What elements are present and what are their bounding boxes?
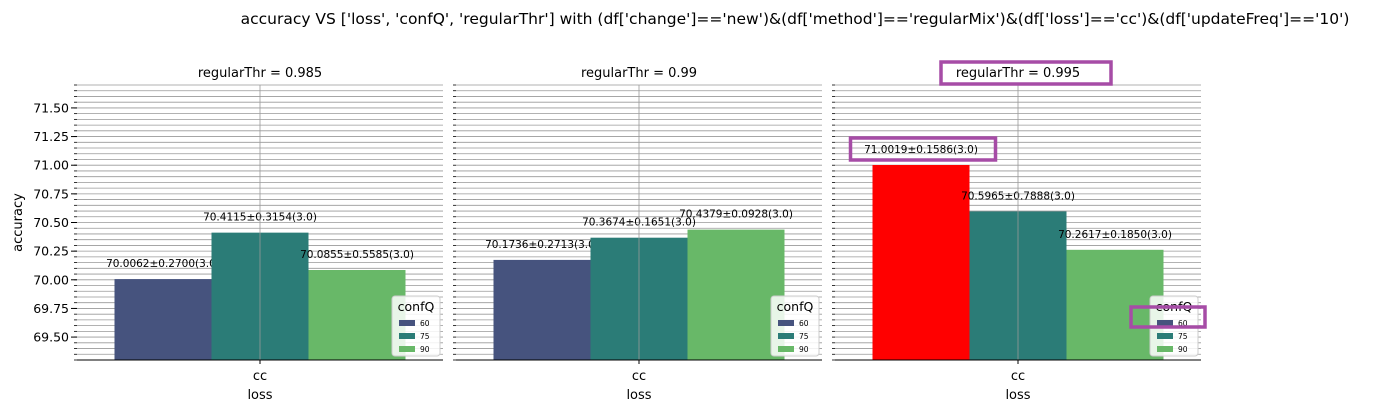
legend-box — [770, 295, 820, 357]
x-axis-label: loss — [247, 388, 272, 403]
legend-entry-label: 75 — [799, 332, 809, 341]
x-axis-label: loss — [626, 388, 651, 403]
legend-entry-label: 90 — [1178, 345, 1188, 354]
legend-swatch — [778, 320, 794, 326]
highlight-box-label — [848, 136, 998, 162]
legend-entry-label: 75 — [420, 332, 430, 341]
legend-entry-label: 60 — [420, 319, 430, 328]
bar-value-label: 70.0062±0.2700(3.0) — [106, 258, 220, 270]
y-tick-label: 71.25 — [33, 129, 69, 144]
panel-title: regularThr = 0.995 — [956, 66, 1080, 81]
y-tick-label: 70.50 — [33, 215, 69, 230]
bar-value-label: 70.0855±0.5585(3.0) — [300, 249, 414, 261]
y-minor-ticks — [832, 84, 835, 361]
highlight-box-title — [939, 60, 1113, 86]
highlight-box-legend — [1129, 305, 1207, 329]
y-minor-ticks — [453, 84, 456, 361]
y-tick-label: 70.00 — [33, 272, 69, 287]
y-tick-label: 70.25 — [33, 244, 69, 259]
bar-value-label: 70.1736±0.2713(3.0) — [485, 239, 599, 251]
y-tick-label: 71.00 — [33, 158, 69, 173]
x-axis-label: loss — [1005, 388, 1030, 403]
legend-title: confQ — [777, 299, 814, 314]
legend-box — [391, 295, 441, 357]
legend-entry-label: 60 — [1178, 319, 1188, 328]
legend-swatch — [399, 320, 415, 326]
legend-entry-label: 60 — [799, 319, 809, 328]
bar-confq-60 — [493, 259, 591, 360]
bar-value-label: 70.2617±0.1850(3.0) — [1058, 229, 1172, 241]
legend-swatch — [778, 333, 794, 339]
bar-confq-60 — [114, 279, 212, 360]
legend: confQ 60 75 90 — [391, 295, 441, 357]
legend-swatch — [399, 346, 415, 352]
y-tick-label: 69.50 — [33, 330, 69, 345]
bar-confq-90 — [1066, 249, 1164, 360]
x-tick-label: cc — [632, 369, 646, 384]
legend-swatch — [1157, 333, 1173, 339]
y-tick-label: 69.75 — [33, 301, 69, 316]
panel-title: regularThr = 0.99 — [581, 66, 697, 81]
legend-entry-label: 90 — [420, 345, 430, 354]
legend-swatch — [399, 333, 415, 339]
bar-confq-90 — [308, 269, 406, 360]
chart-panels: 70.0062±0.2700(3.0)70.4115±0.3154(3.0)70… — [11, 60, 1207, 403]
legend-entry-label: 75 — [1178, 332, 1188, 341]
y-tick-label: 71.50 — [33, 100, 69, 115]
chart-panel-2: 70.1736±0.2713(3.0)70.3674±0.1651(3.0)70… — [453, 66, 822, 403]
legend: confQ 60 75 90 — [770, 295, 820, 357]
chart-panel-1: 70.0062±0.2700(3.0)70.4115±0.3154(3.0)70… — [11, 66, 443, 403]
panel-title: regularThr = 0.985 — [198, 66, 322, 81]
x-tick-label: cc — [253, 369, 267, 384]
legend-swatch — [1157, 346, 1173, 352]
chart-panel-3: 71.0019±0.1586(3.0)70.5965±0.7888(3.0)70… — [832, 60, 1207, 403]
legend-entry-label: 90 — [799, 345, 809, 354]
figure-suptitle: accuracy VS ['loss', 'confQ', 'regularTh… — [241, 10, 1350, 28]
y-tick-label: 70.75 — [33, 186, 69, 201]
bar-confq-90 — [687, 229, 785, 360]
bar-value-label: 71.0019±0.1586(3.0) — [864, 144, 978, 156]
legend-title: confQ — [398, 299, 435, 314]
legend-swatch — [778, 346, 794, 352]
legend-swatch — [1157, 320, 1173, 326]
x-tick-label: cc — [1011, 369, 1025, 384]
bar-value-label: 70.4379±0.0928(3.0) — [679, 209, 793, 221]
bar-confq-60 — [872, 164, 970, 360]
y-axis-label: accuracy — [11, 193, 26, 252]
